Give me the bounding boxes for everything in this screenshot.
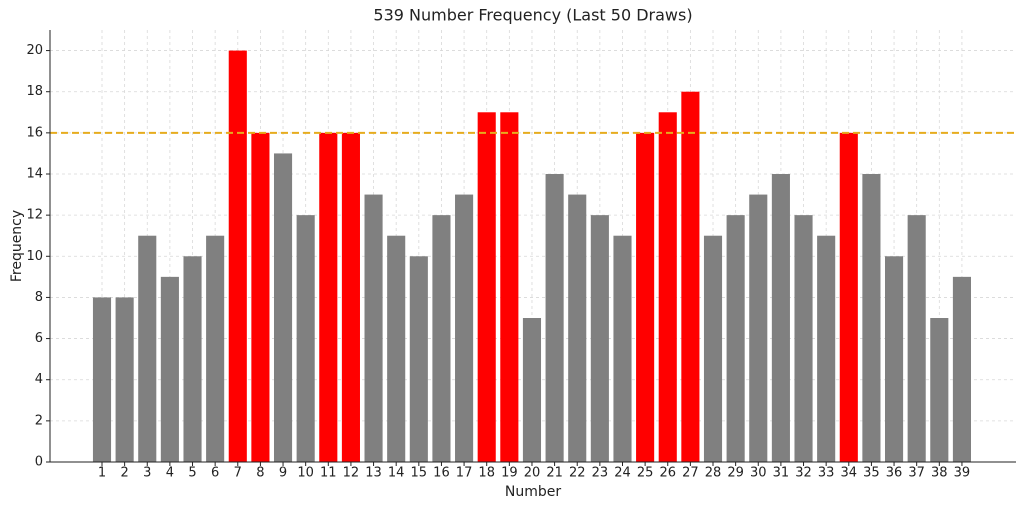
bar xyxy=(568,194,587,463)
bar xyxy=(296,215,315,462)
x-tick-label: 36 xyxy=(886,466,903,481)
bar xyxy=(183,256,202,462)
x-tick-label: 7 xyxy=(234,466,242,481)
x-tick-label: 16 xyxy=(433,466,450,481)
x-tick-label: 34 xyxy=(841,466,858,481)
x-tick-label: 33 xyxy=(818,466,835,481)
x-tick-label: 31 xyxy=(773,466,790,481)
bar xyxy=(92,297,112,462)
x-tick-label: 12 xyxy=(343,466,360,481)
bar xyxy=(952,276,971,462)
bar xyxy=(681,91,700,462)
y-tick-label: 20 xyxy=(26,43,43,58)
y-tick-label: 16 xyxy=(26,125,43,140)
x-tick-label: 21 xyxy=(546,466,563,481)
chart-title: 539 Number Frequency (Last 50 Draws) xyxy=(373,6,692,25)
x-tick-label: 30 xyxy=(750,466,767,481)
x-tick-label: 6 xyxy=(211,466,219,481)
bar xyxy=(522,318,542,462)
bar xyxy=(477,112,496,463)
bar xyxy=(862,174,881,462)
bar xyxy=(545,174,564,462)
x-tick-label: 4 xyxy=(166,466,174,481)
x-tick-label: 26 xyxy=(659,466,676,481)
bar xyxy=(613,235,632,462)
y-tick-label: 12 xyxy=(26,208,43,223)
bar xyxy=(590,215,609,462)
x-tick-label: 22 xyxy=(569,466,586,481)
bar xyxy=(884,256,904,462)
bar xyxy=(749,194,768,463)
bar xyxy=(160,276,179,462)
x-tick-label: 25 xyxy=(637,466,654,481)
bar xyxy=(794,215,813,462)
y-tick-label: 4 xyxy=(35,372,43,387)
bar xyxy=(907,215,926,462)
x-tick-label: 19 xyxy=(501,466,518,481)
bar xyxy=(703,235,723,462)
bar xyxy=(319,132,338,462)
bar xyxy=(500,112,519,463)
bar xyxy=(771,174,790,462)
y-tick-label: 8 xyxy=(35,290,43,305)
bar xyxy=(138,235,157,462)
bar xyxy=(228,50,247,462)
bar xyxy=(341,132,360,462)
y-tick-label: 2 xyxy=(35,413,43,428)
x-tick-label: 29 xyxy=(727,466,744,481)
bar xyxy=(930,318,949,462)
y-tick-label: 10 xyxy=(26,249,43,264)
x-tick-label: 9 xyxy=(279,466,287,481)
x-tick-label: 10 xyxy=(297,466,314,481)
x-tick-label: 28 xyxy=(705,466,722,481)
bar xyxy=(206,235,225,462)
x-tick-label: 11 xyxy=(320,466,337,481)
y-tick-label: 14 xyxy=(26,167,43,182)
bar xyxy=(455,194,474,463)
x-tick-label: 39 xyxy=(954,466,971,481)
x-tick-label: 15 xyxy=(411,466,428,481)
bar xyxy=(636,132,655,462)
bar xyxy=(658,112,677,463)
bar xyxy=(817,235,836,462)
x-tick-label: 37 xyxy=(908,466,925,481)
bar xyxy=(432,215,451,462)
x-tick-label: 2 xyxy=(120,466,128,481)
x-axis-label: Number xyxy=(505,484,561,500)
x-tick-label: 32 xyxy=(795,466,812,481)
bar xyxy=(364,194,383,463)
bar xyxy=(839,132,858,462)
x-tick-label: 1 xyxy=(98,466,106,481)
x-tick-label: 20 xyxy=(524,466,541,481)
x-tick-label: 8 xyxy=(256,466,264,481)
bar xyxy=(115,297,134,462)
bar xyxy=(251,132,270,462)
x-tick-label: 3 xyxy=(143,466,151,481)
x-tick-label: 23 xyxy=(592,466,609,481)
y-tick-label: 18 xyxy=(26,84,43,99)
y-tick-label: 0 xyxy=(35,455,43,470)
x-tick-label: 17 xyxy=(456,466,473,481)
x-tick-label: 27 xyxy=(682,466,699,481)
x-tick-label: 18 xyxy=(478,466,495,481)
y-tick-label: 6 xyxy=(35,331,43,346)
x-tick-label: 13 xyxy=(365,466,382,481)
bar xyxy=(387,235,406,462)
x-tick-label: 24 xyxy=(614,466,631,481)
x-tick-label: 5 xyxy=(188,466,196,481)
y-axis-label: Frequency xyxy=(9,210,25,282)
bar xyxy=(273,153,293,462)
bar xyxy=(409,256,428,462)
bar xyxy=(726,215,745,462)
x-tick-label: 14 xyxy=(388,466,405,481)
x-tick-label: 38 xyxy=(931,466,948,481)
x-tick-label: 35 xyxy=(863,466,880,481)
